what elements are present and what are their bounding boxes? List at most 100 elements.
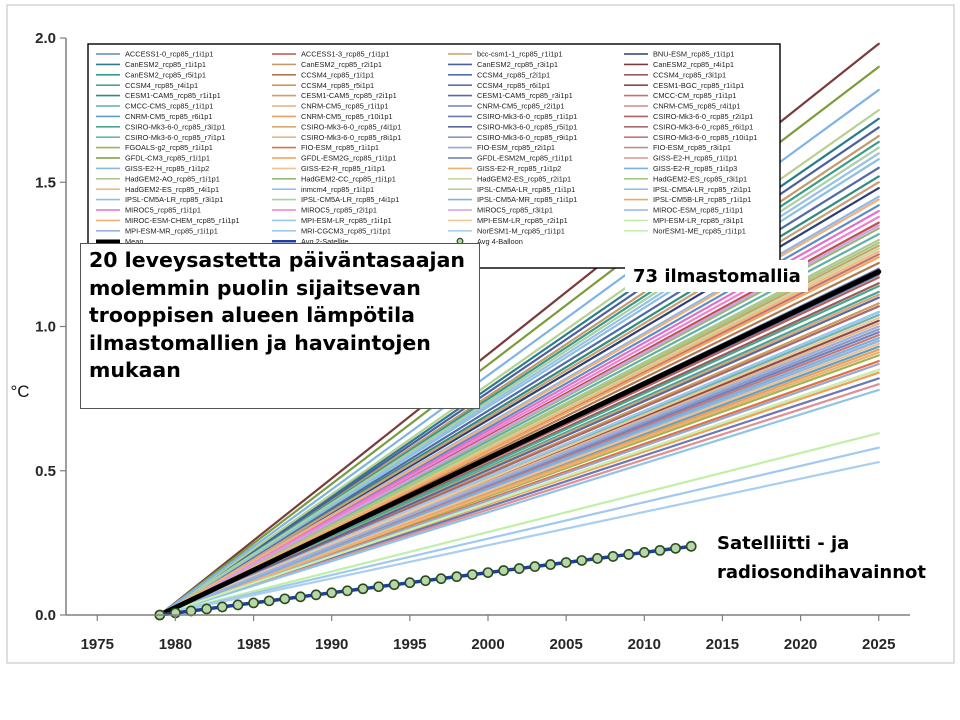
legend-entry-label: GISS-E2-R_rcp85_r1i1p1 [301, 164, 385, 173]
observations-annotation: Satelliitti - ja radiosondihavainnot [712, 528, 938, 592]
legend-entry-label: HadGEM2-AO_rcp85_r1i1p1 [125, 174, 220, 183]
legend-entry-label: CNRM-CM5_rcp85_r2i1p1 [477, 102, 565, 111]
model-series-line [158, 446, 880, 615]
legend-entry-label: GISS-E2-H_rcp85_r1i1p2 [125, 164, 209, 173]
legend-entry-label: MIROC5_rcp85_r2i1p1 [301, 206, 377, 215]
observations-line: Satelliitti - ja [717, 533, 850, 554]
legend-entry-label: CSIRO-Mk3-6-0_rcp85_r10i1p1 [653, 133, 757, 142]
description-line: trooppisen alueen lämpötila [89, 303, 415, 327]
balloon-data-point [482, 567, 494, 578]
y-tick-label: 0.0 [35, 607, 56, 624]
legend-entry-label: NorESM1-ME_rcp85_r1i1p1 [653, 226, 746, 235]
legend-entry-label: CSIRO-Mk3-6-0_rcp85_r4i1p1 [301, 122, 401, 131]
balloon-data-point [388, 579, 400, 591]
balloon-data-point [185, 605, 197, 617]
legend-entry-label: ACCESS1-3_rcp85_r1i1p1 [301, 50, 389, 59]
legend-entry-label: FIO-ESM_rcp85_r1i1p1 [301, 143, 379, 152]
legend-entry-label: MRI-CGCM3_rcp85_r1i1p1 [301, 226, 391, 235]
balloon-data-point [576, 555, 588, 566]
legend-entry-label: MIROC-ESM-CHEM_rcp85_r1i1p1 [125, 216, 240, 225]
legend-entry-label: GFDL-ESM2G_rcp85_r1i1p1 [301, 154, 396, 163]
balloon-data-point [498, 565, 510, 576]
legend-entry-label: IPSL-CM5B-LR_rcp85_r1i1p1 [653, 195, 751, 204]
legend-entry-label: GFDL-CM3_rcp85_r1i1p1 [125, 154, 210, 163]
legend-entry-label: GFDL-ESM2M_rcp85_r1i1p1 [477, 154, 573, 163]
balloon-data-point [404, 577, 416, 589]
balloon-data-point [216, 601, 228, 613]
legend-entry-label: CanESM2_rcp85_r2i1p1 [301, 60, 382, 69]
balloon-data-point [326, 587, 338, 599]
y-tick-label: 1.5 [35, 174, 56, 191]
description-line: molemmin puolin sijaitsevan [89, 275, 421, 300]
legend-entry-label: HadGEM2-ES_rcp85_r3i1p1 [653, 174, 747, 183]
description-line: ilmastomallien ja havaintojen [89, 330, 431, 355]
legend-entry-label: HadGEM2-CC_rcp85_r1i1p1 [301, 174, 396, 183]
legend-entry-label: CESM1-CAM5_rcp85_r1i1p1 [125, 91, 221, 100]
balloon-data-point [357, 583, 369, 595]
legend-entry-label: MIROC5_rcp85_r1i1p1 [125, 206, 201, 215]
x-tick-label: 2025 [862, 636, 895, 653]
legend-entry-label: Avg 4-Balloon [477, 237, 523, 246]
balloon-data-point [279, 593, 291, 605]
x-tick-label: 2000 [471, 636, 504, 653]
description-line: mukaan [89, 358, 181, 382]
legend-entry-label: Mean [125, 237, 144, 246]
x-tick-label: 1975 [81, 636, 114, 653]
legend-entry-label: CESM1-CAM5_rcp85_r3i1p1 [477, 91, 573, 100]
balloon-data-point [263, 595, 275, 607]
legend-entry-label: BNU-ESM_rcp85_r1i1p1 [653, 50, 734, 59]
mean-series-line [157, 269, 882, 615]
legend-entry-label: CNRM-CM5_rcp85_r1i1p1 [301, 102, 389, 111]
x-tick-label: 2015 [706, 636, 739, 653]
balloon-data-point [295, 591, 306, 603]
legend-entry-label: CESM1-CAM5_rcp85_r2i1p1 [301, 91, 397, 100]
model-series-line [158, 368, 880, 615]
balloon-data-point [420, 575, 431, 587]
balloon-data-point [654, 544, 666, 556]
balloon-data-point [248, 597, 259, 609]
model-series-line [158, 388, 880, 615]
legend-entry-label: bcc-csm1-1_rcp85_r1i1p1 [477, 50, 562, 59]
balloon-data-point [670, 542, 681, 554]
observations-line: radiosondihavainnot [717, 562, 927, 583]
legend-entry-label: CanESM2_rcp85_r3i1p1 [477, 60, 558, 69]
balloon-data-point [592, 553, 603, 564]
y-tick-label: 1.0 [35, 319, 56, 336]
balloon-data-point [201, 603, 213, 615]
description-annotation: 20 leveysastetta päiväntasaajan molemmin… [80, 243, 480, 409]
legend-entry-label: FIO-ESM_rcp85_r2i1p1 [477, 143, 555, 152]
description-line: 20 leveysastetta päiväntasaajan [89, 248, 466, 272]
legend-entry-label: CanESM2_rcp85_r4i1p1 [653, 60, 734, 69]
legend-entry-label: FIO-ESM_rcp85_r3i1p1 [653, 143, 731, 152]
legend-entry-label: CESM1-BGC_rcp85_r1i1p1 [653, 81, 744, 90]
legend-entry-label: MPI-ESM-LR_rcp85_r3i1p1 [653, 216, 744, 225]
x-tick-label: 2020 [784, 636, 817, 653]
balloon-data-point [685, 540, 697, 552]
observation-series [154, 540, 697, 621]
balloon-data-point [513, 563, 525, 574]
legend-entry-label: CSIRO-Mk3-6-0_rcp85_r2i1p1 [653, 112, 753, 121]
model-series-line [158, 432, 880, 615]
legend-entry-label: CSIRO-Mk3-6-0_rcp85_r8i1p1 [301, 133, 401, 142]
y-tick-label: 2.0 [35, 30, 56, 47]
balloon-data-point [435, 573, 447, 585]
legend-entry-label: CMCC-CM_rcp85_r1i1p1 [653, 91, 736, 100]
x-tick-label: 1995 [393, 636, 426, 653]
model-series-line [158, 296, 880, 615]
balloon-data-point [545, 559, 556, 570]
legend-entry-label: CMCC-CMS_rcp85_r1i1p1 [125, 102, 213, 111]
model-series-line [158, 316, 880, 615]
legend-entry-label: CSIRO-Mk3-6-0_rcp85_r6i1p1 [653, 122, 753, 131]
model-series-line [158, 325, 880, 615]
legend-entry-label: HadGEM2-ES_rcp85_r2i1p1 [477, 174, 571, 183]
legend-entry-label: CCSM4_rcp85_r1i1p1 [301, 70, 374, 79]
balloon-data-point [373, 581, 384, 593]
model-series-line [158, 336, 880, 615]
model-series-line [158, 351, 880, 615]
legend-entry-label: CSIRO-Mk3-6-0_rcp85_r7i1p1 [125, 133, 225, 142]
legend-entry-label: CanESM2_rcp85_r1i1p1 [125, 60, 206, 69]
x-tick-label: 2005 [549, 636, 582, 653]
balloon-data-point [466, 569, 478, 581]
balloon-data-point [310, 589, 322, 601]
legend-entry-label: CCSM4_rcp85_r2i1p1 [477, 70, 550, 79]
